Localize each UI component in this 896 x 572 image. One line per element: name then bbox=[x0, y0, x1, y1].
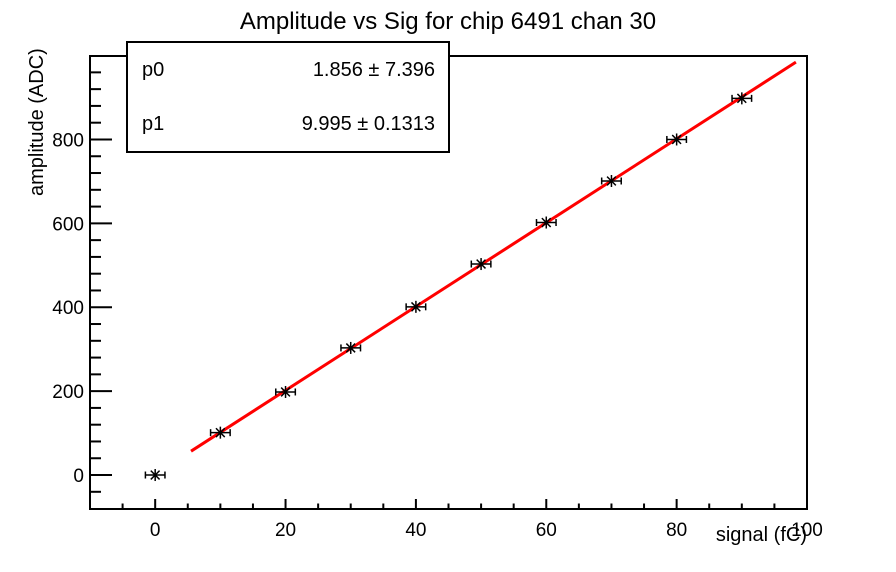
x-tick-label: 0 bbox=[150, 520, 161, 541]
fit-stats-box[interactable]: p0 1.856 ± 7.396 p1 9.995 ± 0.1313 bbox=[126, 41, 450, 153]
data-point bbox=[470, 258, 492, 271]
data-point bbox=[731, 92, 753, 105]
marker-arm bbox=[671, 134, 682, 145]
marker-arm bbox=[606, 176, 617, 186]
data-point bbox=[340, 341, 362, 354]
x-tick-label: 40 bbox=[405, 520, 426, 541]
data-point bbox=[600, 174, 622, 187]
data-point bbox=[209, 426, 231, 439]
param-name: p1 bbox=[142, 113, 165, 135]
x-axis-title: signal (fC) bbox=[715, 524, 807, 546]
marker-arm bbox=[736, 93, 747, 104]
param-value: 9.995 ± 0.1313 bbox=[301, 113, 435, 135]
plot-title: Amplitude vs Sig for chip 6491 chan 30 bbox=[239, 8, 657, 35]
fit-line bbox=[190, 60, 797, 453]
y-axis-title: amplitude (ADC) bbox=[26, 48, 48, 196]
data-point bbox=[535, 216, 557, 229]
y-tick-label: 600 bbox=[52, 214, 84, 235]
x-tick-label: 80 bbox=[666, 520, 687, 541]
y-axis-ticks: 0 200 400 600 800 bbox=[52, 71, 112, 493]
y-tick-label: 200 bbox=[52, 382, 84, 403]
param-name: p0 bbox=[142, 59, 165, 81]
stats-row-p1: p1 9.995 ± 0.1313 bbox=[128, 97, 448, 151]
marker-arm bbox=[410, 301, 421, 312]
stats-row-p0: p0 1.856 ± 7.396 bbox=[128, 43, 448, 97]
y-tick-label: 400 bbox=[52, 298, 84, 319]
marker-arm bbox=[345, 343, 356, 353]
data-point bbox=[275, 385, 297, 398]
data-point bbox=[405, 300, 427, 313]
x-tick-label: 100 bbox=[791, 520, 823, 541]
x-tick-label: 60 bbox=[536, 520, 557, 541]
marker-arm bbox=[150, 470, 161, 480]
param-value: 1.856 ± 7.396 bbox=[312, 59, 435, 81]
data-point bbox=[144, 469, 166, 482]
marker-arm bbox=[280, 387, 291, 397]
marker-arm bbox=[215, 427, 226, 438]
data-point bbox=[666, 133, 688, 146]
marker-arm bbox=[541, 217, 552, 228]
y-tick-label: 800 bbox=[52, 130, 84, 151]
marker-arm bbox=[476, 259, 487, 269]
data-points bbox=[144, 92, 753, 482]
x-tick-label: 20 bbox=[275, 520, 296, 541]
y-tick-label: 0 bbox=[73, 466, 84, 487]
